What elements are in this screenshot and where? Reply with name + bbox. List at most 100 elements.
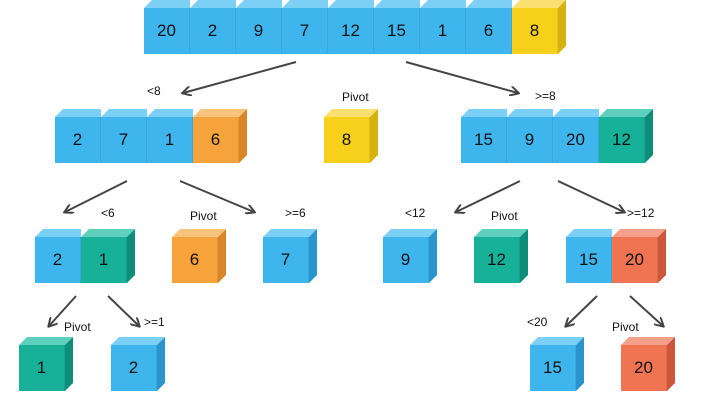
cell-top-face <box>512 0 566 8</box>
array-cell: 1 <box>147 109 193 163</box>
cell-value: 9 <box>383 237 429 283</box>
array-right-1: 15 9 20 12 <box>461 109 653 163</box>
cell-value: 2 <box>190 8 236 54</box>
cell-top-face <box>144 0 190 8</box>
cell-side-face <box>558 0 566 54</box>
cell-top-face <box>507 109 553 117</box>
cell-top-face <box>374 0 420 8</box>
cell-top-face <box>612 229 666 237</box>
cell-value: 20 <box>621 345 667 391</box>
label-pivot-6: Pivot <box>190 209 217 223</box>
cell-top-face <box>466 0 512 8</box>
cell-value: 1 <box>147 117 193 163</box>
array-right-7: 7 <box>263 229 317 283</box>
arrow-right2-left <box>566 295 598 326</box>
array-pivot-8: 8 <box>324 109 378 163</box>
label-ge6: >=6 <box>285 206 306 220</box>
cell-side-face <box>658 229 666 283</box>
array-cell: 15 <box>530 337 584 391</box>
arrow-right1-left <box>456 180 521 212</box>
cell-value: 1 <box>420 8 466 54</box>
cell-top-face <box>461 109 507 117</box>
cell-side-face <box>645 109 653 163</box>
cell-value: 9 <box>507 117 553 163</box>
cell-value: 15 <box>566 237 612 283</box>
array-cell: 1 <box>19 337 73 391</box>
cell-top-face <box>19 337 73 345</box>
cell-top-face <box>81 229 135 237</box>
array-cell: 7 <box>282 0 328 54</box>
array-cell: 2 <box>35 229 81 283</box>
cell-side-face <box>65 337 73 391</box>
array-cell: 1 <box>420 0 466 54</box>
label-pivot-12: Pivot <box>491 209 518 223</box>
array-cell: 12 <box>599 109 653 163</box>
label-ge8: >=8 <box>535 89 556 103</box>
cell-side-face <box>218 229 226 283</box>
cell-top-face <box>420 0 466 8</box>
label-pivot-8: Pivot <box>342 90 369 104</box>
cell-value: 12 <box>328 8 374 54</box>
arrow-right2-right <box>629 295 663 326</box>
cell-value: 1 <box>19 345 65 391</box>
cell-top-face <box>111 337 165 345</box>
cell-top-face <box>328 0 374 8</box>
cell-value: 8 <box>324 117 370 163</box>
array-cell: 6 <box>193 109 247 163</box>
cell-side-face <box>239 109 247 163</box>
array-cell: 9 <box>236 0 282 54</box>
array-cell: 15 <box>461 109 507 163</box>
cell-value: 12 <box>474 237 520 283</box>
arrow-root-left <box>183 61 297 93</box>
array-right-2b: 2 <box>111 337 165 391</box>
cell-top-face <box>566 229 612 237</box>
cell-side-face <box>667 337 675 391</box>
cell-value: 15 <box>461 117 507 163</box>
cell-top-face <box>236 0 282 8</box>
cell-value: 12 <box>599 117 645 163</box>
cell-top-face <box>383 229 437 237</box>
cell-top-face <box>101 109 147 117</box>
cell-side-face <box>370 109 378 163</box>
array-cell: 2 <box>190 0 236 54</box>
array-left-9: 9 <box>383 229 437 283</box>
arrow-left1-left <box>65 180 128 212</box>
cell-side-face <box>157 337 165 391</box>
cell-top-face <box>172 229 226 237</box>
array-cell: 6 <box>466 0 512 54</box>
arrow-left2-right <box>107 295 139 326</box>
cell-top-face <box>621 337 675 345</box>
array-cell: 1 <box>81 229 135 283</box>
cell-top-face <box>55 109 101 117</box>
array-pivot-12: 12 <box>474 229 528 283</box>
array-cell: 9 <box>383 229 437 283</box>
cell-top-face <box>263 229 317 237</box>
arrow-left2-left <box>49 295 77 326</box>
array-cell: 8 <box>512 0 566 54</box>
cell-top-face <box>190 0 236 8</box>
array-left-15: 15 <box>530 337 584 391</box>
array-cell: 2 <box>55 109 101 163</box>
label-lt12: <12 <box>405 206 426 220</box>
cell-value: 7 <box>263 237 309 283</box>
cell-value: 20 <box>612 237 658 283</box>
array-cell: 8 <box>324 109 378 163</box>
array-cell: 6 <box>172 229 226 283</box>
array-cell: 7 <box>101 109 147 163</box>
cell-value: 8 <box>512 8 558 54</box>
label-ge12: >=12 <box>627 206 655 220</box>
cell-value: 6 <box>193 117 239 163</box>
cell-top-face <box>474 229 528 237</box>
cell-value: 6 <box>172 237 218 283</box>
array-cell: 20 <box>553 109 599 163</box>
cell-top-face <box>282 0 328 8</box>
cell-value: 1 <box>81 237 127 283</box>
label-lt6: <6 <box>101 206 115 220</box>
cell-value: 6 <box>466 8 512 54</box>
cell-top-face <box>530 337 584 345</box>
cell-top-face <box>147 109 193 117</box>
array-cell: 12 <box>474 229 528 283</box>
